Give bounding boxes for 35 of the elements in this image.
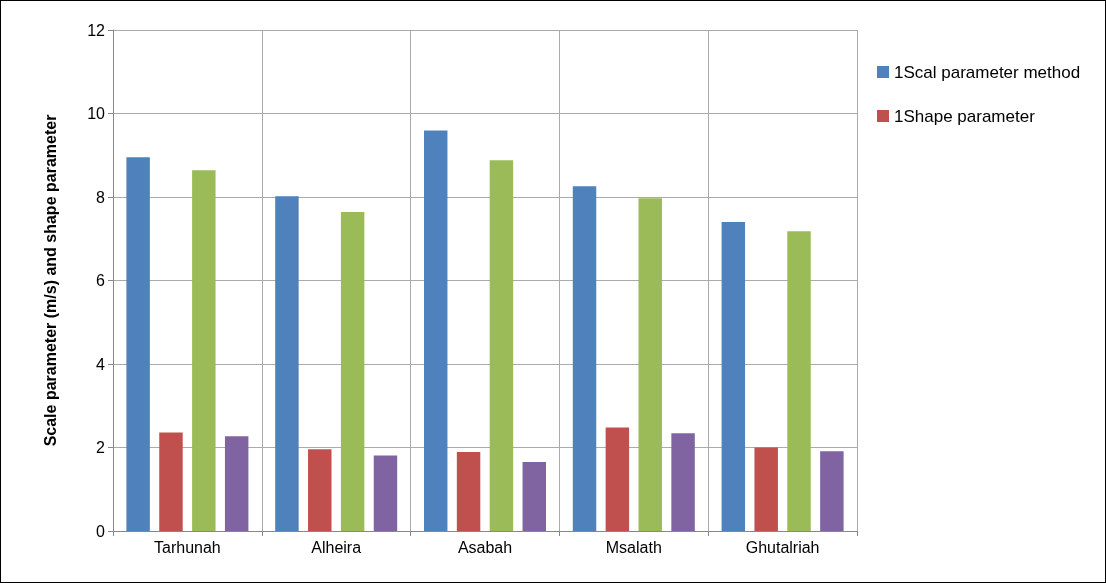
x-tick-label: Ghutalriah — [745, 538, 820, 556]
bar — [126, 157, 150, 531]
y-tick-label: 2 — [96, 439, 106, 456]
y-axis-title: Scale parameter (m/s) and shape parameter — [41, 114, 59, 447]
bar — [820, 451, 844, 531]
x-tick-label: Asabah — [457, 538, 513, 556]
bar — [489, 160, 514, 531]
bar — [308, 449, 332, 531]
bar — [671, 433, 695, 531]
bar — [373, 455, 398, 531]
bar — [456, 452, 481, 531]
x-tick-label: Alheira — [311, 538, 362, 556]
y-tick-label: 10 — [87, 105, 106, 122]
bar — [159, 432, 183, 531]
bar — [224, 436, 249, 531]
bar — [275, 196, 299, 531]
x-tick-label: Tarhunah — [154, 538, 221, 556]
bar — [423, 130, 448, 531]
bar — [754, 447, 778, 531]
y-tick-label: 12 — [87, 21, 106, 39]
legend-label: 1Shape parameter — [894, 106, 1036, 126]
bar — [522, 462, 547, 531]
bar — [340, 212, 365, 531]
bar — [787, 231, 811, 531]
bar — [721, 222, 746, 531]
bar — [605, 427, 630, 531]
x-tick-label: Msalath — [605, 538, 662, 556]
y-tick-label: 0 — [96, 522, 106, 540]
bar — [572, 186, 597, 531]
bar — [638, 198, 662, 531]
legend-label: 1Scal parameter method — [894, 62, 1081, 82]
y-tick-label: 6 — [96, 272, 106, 289]
y-tick-label: 8 — [96, 188, 106, 206]
y-tick-label: 4 — [96, 355, 106, 373]
bar — [192, 170, 216, 531]
